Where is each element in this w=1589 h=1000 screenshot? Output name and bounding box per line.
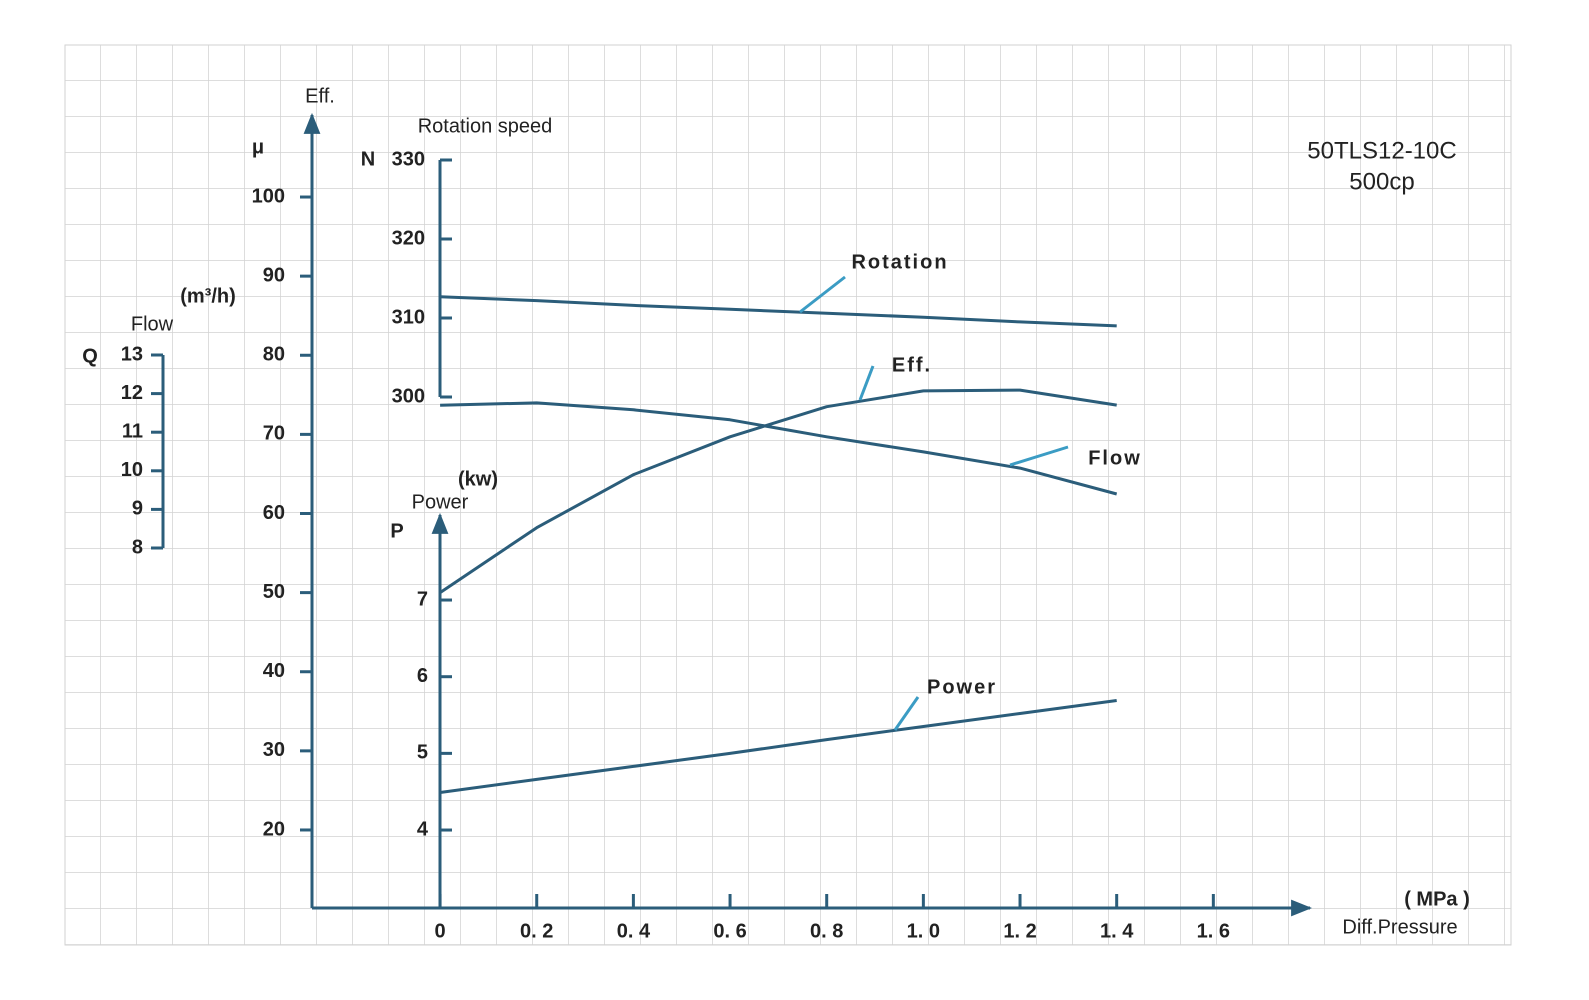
x-tick-label: 0. 6	[713, 920, 746, 942]
x-tick-label: 1. 6	[1197, 920, 1230, 942]
chart-subtitle: 500cp	[1349, 168, 1414, 195]
y-axis-unit: (kw)	[458, 468, 498, 490]
y-tick-label: 70	[263, 423, 285, 445]
y-tick-label: 40	[263, 660, 285, 682]
y-axis-label: Power	[412, 491, 469, 513]
series-line	[440, 295, 1117, 328]
paper-grid	[64, 44, 1512, 946]
x-tick-label: 0	[435, 920, 446, 942]
x-tick-label: 0. 8	[810, 920, 843, 942]
chart-title: 50TLS12-10C	[1307, 137, 1456, 164]
series-label: Power	[927, 676, 997, 698]
leader-line	[893, 696, 920, 731]
y-axis-label: Eff.	[305, 85, 335, 107]
y-tick-label: 100	[252, 185, 285, 207]
y-tick-label: 6	[417, 665, 428, 687]
y-tick-label: 300	[392, 385, 425, 407]
x-axis-label: Diff.Pressure	[1342, 916, 1457, 938]
y-tick-label: 9	[132, 498, 143, 520]
y-axis-unit: (m³/h)	[180, 285, 236, 307]
y-tick-label: 30	[263, 739, 285, 761]
x-tick-label: 1. 0	[907, 920, 940, 942]
y-axis-symbol: P	[390, 520, 403, 542]
y-tick-label: 60	[263, 502, 285, 524]
series-label: Rotation	[851, 251, 948, 273]
y-tick-label: 50	[263, 581, 285, 603]
x-tick-label: 0. 2	[520, 920, 553, 942]
y-axis-symbol: N	[361, 148, 375, 170]
series-label: Eff.	[892, 354, 932, 376]
y-tick-label: 12	[121, 382, 143, 404]
y-tick-label: 7	[417, 588, 428, 610]
y-tick-label: 320	[392, 227, 425, 249]
y-tick-label: 4	[417, 818, 429, 840]
series-line	[439, 699, 1117, 794]
x-unit: ( MPa )	[1404, 888, 1470, 910]
series-line	[439, 388, 1117, 594]
series-label: Flow	[1088, 447, 1142, 469]
y-tick-label: 11	[122, 420, 143, 442]
x-tick-label: 1. 4	[1100, 920, 1134, 942]
leader-line	[1009, 445, 1069, 467]
y-tick-label: 10	[121, 459, 143, 481]
y-tick-label: 90	[263, 264, 285, 286]
y-tick-label: 310	[392, 306, 425, 328]
y-axis-label: Flow	[131, 313, 174, 335]
y-tick-label: 80	[263, 344, 285, 366]
y-axis-label: Rotation speed	[418, 115, 553, 137]
y-tick-label: 13	[121, 343, 143, 365]
leader-line	[799, 275, 846, 314]
y-tick-label: 330	[392, 148, 425, 170]
y-tick-label: 5	[417, 742, 428, 764]
leader-line	[858, 365, 875, 401]
series-line	[440, 401, 1118, 496]
x-tick-label: 1. 2	[1003, 920, 1036, 942]
y-tick-label: 20	[263, 818, 285, 840]
y-axis-symbol: μ	[252, 136, 264, 158]
x-tick-label: 0. 4	[617, 920, 651, 942]
y-axis-symbol: Q	[82, 345, 98, 367]
y-tick-label: 8	[132, 536, 143, 558]
